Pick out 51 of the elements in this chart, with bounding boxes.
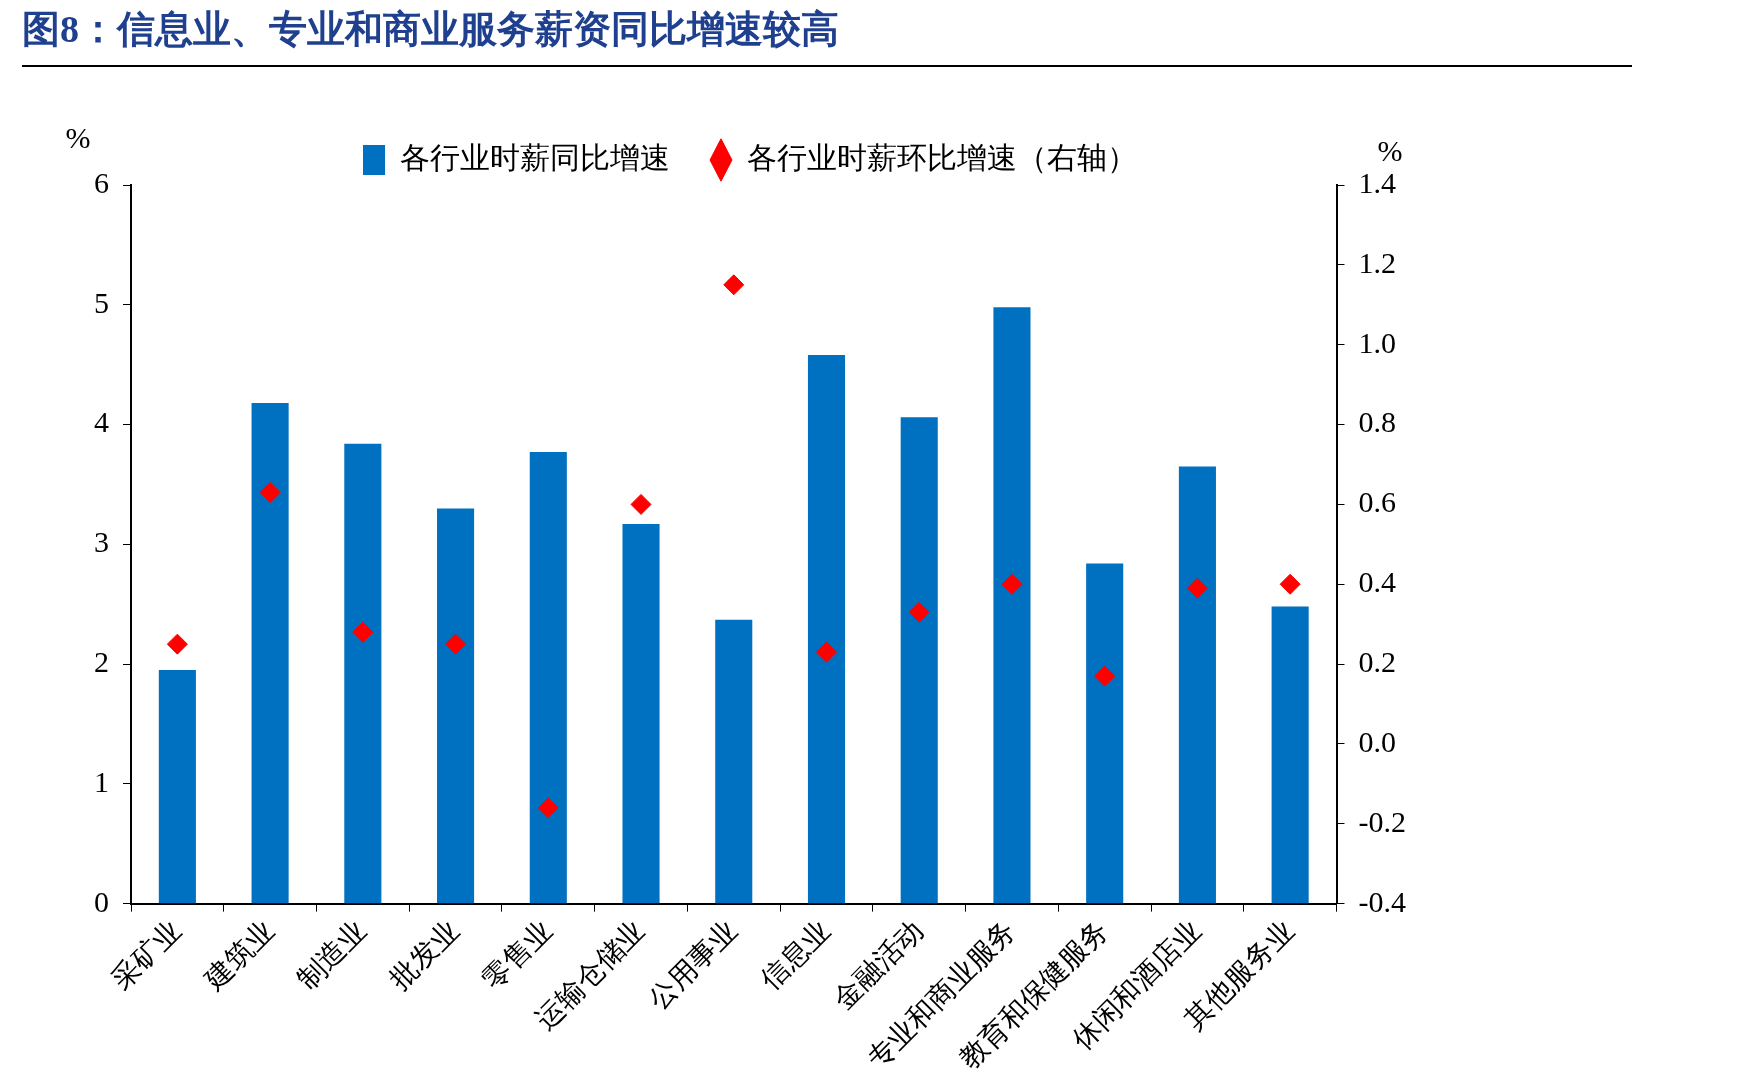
point (908, 601, 930, 623)
point (1279, 573, 1301, 595)
x-tick-label: 建筑业 (197, 914, 280, 997)
y2-tick-label: -0.4 (1358, 884, 1407, 918)
point (1094, 665, 1116, 687)
y2-axis-title: % (1377, 133, 1403, 167)
bar (1178, 466, 1216, 904)
x-tick-label: 批发业 (383, 914, 466, 996)
y-tick-label: 6 (94, 165, 109, 199)
y2-tick-label: 0.6 (1358, 485, 1397, 519)
bar (900, 417, 938, 904)
y2-tick-label: 1.2 (1358, 245, 1397, 279)
y-tick-label: 1 (94, 764, 109, 798)
bar (158, 670, 196, 904)
point (630, 493, 652, 515)
bar (529, 452, 567, 904)
chart-title: 图8：信息业、专业和商业服务薪资同比增速较高 (22, 4, 1632, 67)
y2-tick-label: 1.0 (1358, 325, 1397, 359)
y2-tick-label: 1.4 (1358, 165, 1397, 199)
x-tick-label: 制造业 (290, 914, 373, 996)
bar (1086, 563, 1124, 904)
bar (251, 402, 289, 904)
y-tick-label: 4 (94, 405, 109, 439)
point (259, 481, 281, 503)
point (815, 641, 837, 663)
x-tick-label: 信息业 (754, 914, 836, 996)
bar (807, 355, 846, 904)
point (352, 621, 374, 643)
bar (715, 619, 753, 904)
point (1186, 577, 1208, 599)
bar (1271, 606, 1309, 904)
y-axis-title: % (65, 120, 91, 154)
y2-tick-label: 0.2 (1358, 644, 1397, 678)
point (445, 633, 467, 655)
legend-label: 各行业时薪环比增速（右轴） (747, 140, 1137, 174)
y-tick-label: 5 (94, 285, 109, 319)
y2-tick-label: 0.8 (1358, 405, 1397, 439)
bar (344, 443, 382, 904)
point (723, 274, 745, 296)
point (537, 797, 559, 819)
y-tick-label: 3 (94, 525, 109, 559)
y2-tick-label: 0.4 (1358, 565, 1397, 599)
bar (437, 508, 475, 904)
legend-label: 各行业时薪同比增速 (400, 140, 670, 174)
point (1001, 573, 1023, 595)
y2-tick-label: -0.2 (1358, 804, 1407, 838)
point (166, 633, 188, 655)
y2-tick-label: 0.0 (1358, 724, 1397, 758)
bar (993, 307, 1031, 904)
y-tick-label: 2 (94, 644, 109, 678)
bar (622, 523, 660, 904)
